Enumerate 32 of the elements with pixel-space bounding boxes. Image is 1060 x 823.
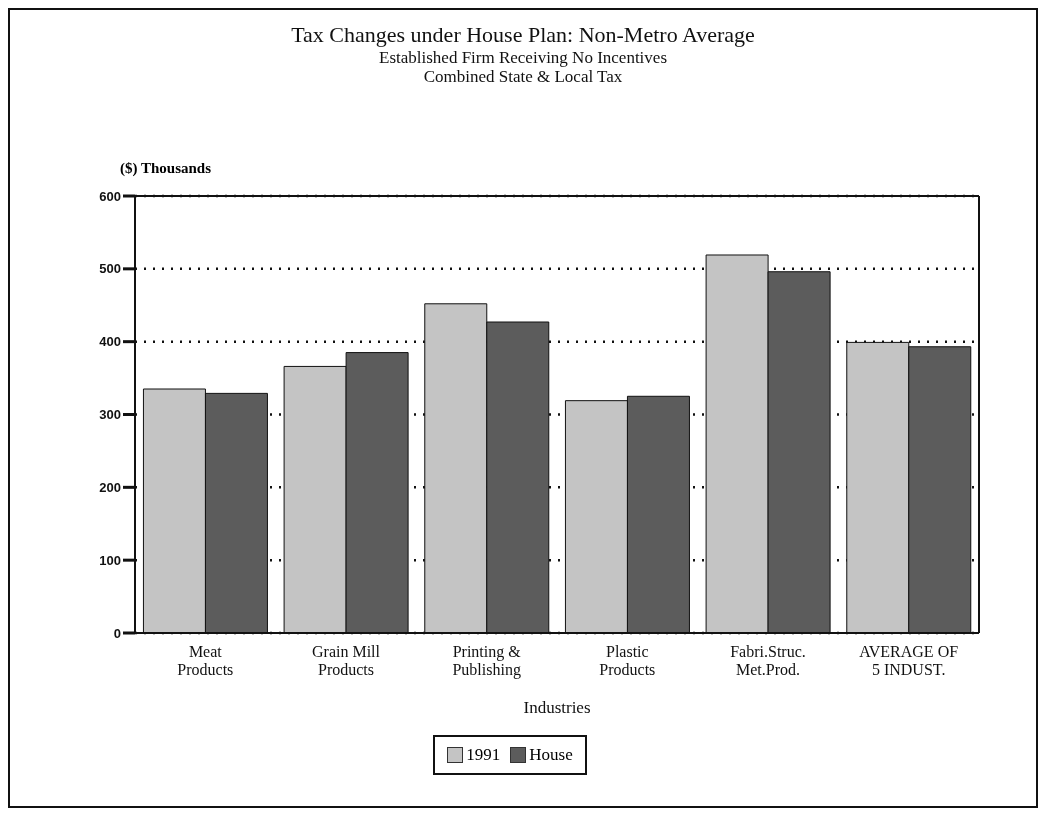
y-tick-label: 200 [99, 479, 121, 495]
bar [424, 303, 488, 633]
x-tick-label: Printing & Publishing [452, 643, 522, 679]
x-tick-label: AVERAGE OF 5 INDUST. [859, 643, 959, 678]
bar [564, 400, 628, 633]
y-tick-label: 600 [99, 188, 121, 204]
bar [283, 365, 347, 633]
chart-subtitle: Established Firm Receiving No Incentives Combined State & Local Tax [378, 48, 668, 86]
x-tick-label: Fabri.Struc. Met.Prod. [730, 643, 806, 678]
chart-title: Tax Changes under House Plan: Non-Metro Average [290, 22, 756, 48]
x-tick-label: Meat Products [177, 643, 234, 678]
bar [767, 271, 831, 633]
legend-label: 1991 [465, 745, 501, 765]
bar [705, 254, 769, 633]
page-frame: Tax Changes under House Plan: Non-Metro Average Established Firm Receiving No Incentives Combined State & Local Tax ($) Thousands 1991 House Meat Products Grain Mill Products Printing & Publishing Plastic Products Fabri.Struc. Met.Prod. AVERAGE OF 5 INDUST. Industries 0 100 200 300 400 500 600 [8, 8, 1038, 808]
y-axis-title: ($) Thousands [120, 160, 212, 177]
bar [345, 352, 409, 633]
y-tick-label: 500 [99, 261, 121, 277]
y-tick-label: 100 [99, 552, 121, 568]
bar [142, 388, 206, 633]
y-tick-label: 0 [113, 625, 121, 641]
y-tick-label: 400 [99, 334, 121, 350]
bar [204, 392, 268, 633]
bar [846, 341, 910, 633]
x-tick-label: Plastic Products [599, 643, 656, 678]
bar [908, 346, 972, 633]
bar [626, 395, 690, 633]
x-axis-title: Industries [523, 698, 591, 717]
bar [486, 321, 550, 633]
y-tick-label: 300 [99, 407, 121, 423]
legend-label: House [528, 745, 573, 765]
x-tick-label: Grain Mill Products [312, 643, 381, 678]
